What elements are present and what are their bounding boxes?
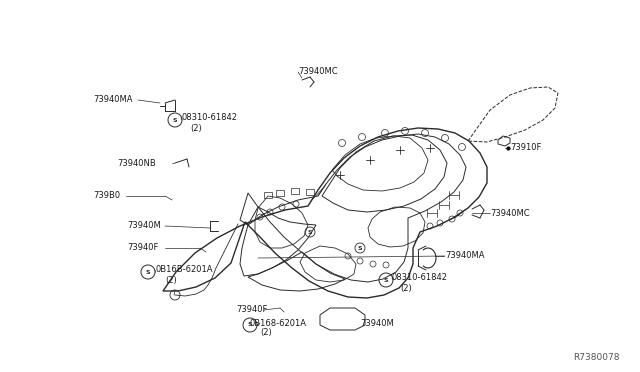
Text: 73940MC: 73940MC <box>298 67 338 77</box>
Text: 73940MC: 73940MC <box>490 208 530 218</box>
Text: (2): (2) <box>260 328 272 337</box>
Text: 73940F: 73940F <box>127 244 158 253</box>
Text: 73940MA: 73940MA <box>445 251 484 260</box>
Text: (2): (2) <box>190 124 202 132</box>
Text: 73940F: 73940F <box>236 305 268 314</box>
Text: 73940NB: 73940NB <box>117 158 156 167</box>
Text: 08310-61842: 08310-61842 <box>392 273 448 282</box>
Text: S: S <box>146 269 150 275</box>
Text: 08310-61842: 08310-61842 <box>181 113 237 122</box>
Text: 73910F: 73910F <box>510 144 541 153</box>
Text: (2): (2) <box>400 283 412 292</box>
Text: S: S <box>308 230 312 234</box>
Text: (2): (2) <box>165 276 177 285</box>
Text: 73940M: 73940M <box>360 318 394 327</box>
Bar <box>264 192 272 198</box>
Text: S: S <box>358 246 362 250</box>
Text: S: S <box>248 323 252 327</box>
Text: R7380078: R7380078 <box>573 353 620 362</box>
Text: 0B16B-6201A: 0B16B-6201A <box>155 266 212 275</box>
Bar <box>276 190 284 196</box>
Text: 73940M: 73940M <box>127 221 161 231</box>
Text: 739B0: 739B0 <box>93 192 120 201</box>
Text: 0B168-6201A: 0B168-6201A <box>250 318 307 327</box>
Text: S: S <box>173 118 177 122</box>
Text: 73940MA: 73940MA <box>93 96 132 105</box>
Text: S: S <box>384 278 388 282</box>
Bar <box>291 188 299 194</box>
Bar <box>306 189 314 195</box>
